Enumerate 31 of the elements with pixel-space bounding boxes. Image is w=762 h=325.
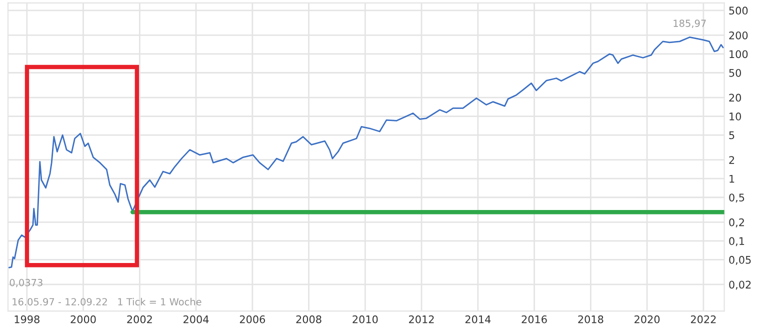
annotation: 0,0373 bbox=[10, 278, 42, 288]
x-tick-label: 2016 bbox=[522, 315, 547, 324]
annotation: 16.05.97 - 12.09.22 1 Tick = 1 Woche bbox=[12, 298, 202, 306]
x-tick-label: 2000 bbox=[70, 315, 96, 324]
x-tick-label: 2008 bbox=[296, 315, 322, 324]
y-tick-label: 500 bbox=[729, 6, 748, 15]
x-tick-label: 2004 bbox=[184, 315, 209, 324]
x-tick-label: 2014 bbox=[465, 315, 491, 324]
y-tick-label: 50 bbox=[729, 68, 742, 77]
y-tick-label: 100 bbox=[730, 50, 748, 58]
y-tick-label: 10 bbox=[730, 112, 742, 120]
x-tick-label: 2018 bbox=[578, 315, 604, 324]
x-tick-label: 2022 bbox=[690, 315, 716, 324]
y-tick-label: 0,2 bbox=[729, 218, 744, 228]
x-tick-label: 2012 bbox=[409, 315, 434, 324]
y-tick-label: 2 bbox=[729, 156, 734, 164]
x-tick-label: 2010 bbox=[352, 315, 378, 324]
x-tick-label: 2020 bbox=[634, 315, 660, 324]
x-tick-label: 2006 bbox=[240, 315, 266, 324]
x-tick-label: 1998 bbox=[14, 315, 40, 324]
annotation: 185,97 bbox=[674, 20, 706, 28]
y-tick-label: 0,05 bbox=[729, 256, 751, 265]
y-tick-label: 0,02 bbox=[729, 280, 751, 290]
y-tick-label: 20 bbox=[729, 94, 742, 102]
y-tick-label: 0,1 bbox=[729, 237, 744, 246]
x-tick-label: 2002 bbox=[127, 315, 152, 324]
y-tick-label: 0,5 bbox=[729, 194, 744, 203]
y-tick-label: 200 bbox=[729, 31, 748, 40]
line-series bbox=[8, 36, 724, 268]
y-tick-label: 5 bbox=[729, 131, 734, 140]
y-tick-label: 1 bbox=[730, 174, 734, 183]
